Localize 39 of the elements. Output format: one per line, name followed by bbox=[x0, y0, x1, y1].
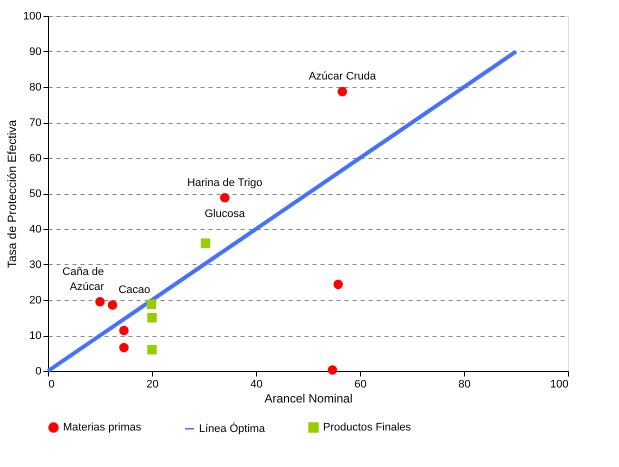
point bbox=[108, 300, 118, 310]
y-tick-label: 50 bbox=[29, 188, 42, 200]
point bbox=[200, 238, 210, 248]
x-tick-label: 60 bbox=[354, 378, 367, 390]
x-tick-label: 100 bbox=[550, 378, 568, 390]
x-tick-label: 40 bbox=[250, 378, 263, 390]
x-tick-label: 20 bbox=[146, 378, 159, 390]
point bbox=[333, 280, 343, 290]
annotation: Glucosa bbox=[204, 208, 246, 220]
annotation: Cacao bbox=[118, 284, 150, 296]
y-tick-label: 90 bbox=[29, 46, 42, 58]
point bbox=[146, 300, 156, 310]
x-axis-title: Arancel Nominal bbox=[264, 392, 353, 406]
legend-label: Materias primas bbox=[63, 422, 142, 434]
y-tick-label: 70 bbox=[29, 117, 42, 129]
x-tick-label: 0 bbox=[48, 378, 55, 390]
y-tick-label: 20 bbox=[29, 294, 42, 306]
point bbox=[147, 313, 157, 322]
point bbox=[338, 86, 348, 96]
point bbox=[119, 326, 129, 336]
annotation: Harina de Trigo bbox=[187, 176, 262, 189]
point bbox=[147, 344, 157, 354]
annotation: Azúcar Cruda bbox=[308, 70, 377, 83]
point bbox=[119, 342, 129, 352]
legend-label: Línea Óptima bbox=[199, 422, 266, 435]
y-tick-label: 40 bbox=[29, 224, 42, 236]
y-axis-title: Tasa de Protección Efectiva bbox=[5, 120, 20, 268]
annotation: Caña de Azúcar bbox=[62, 266, 104, 293]
point bbox=[95, 297, 105, 307]
x-tick-label: 80 bbox=[458, 378, 471, 390]
legend-label: Productos Finales bbox=[323, 422, 412, 434]
y-tick-label: 30 bbox=[29, 259, 42, 271]
point bbox=[328, 365, 338, 375]
point bbox=[220, 193, 230, 202]
y-tick-label: 80 bbox=[29, 82, 42, 94]
y-tick-label: 100 bbox=[23, 10, 42, 22]
y-tick-label: 0 bbox=[35, 366, 42, 378]
y-tick-label: 10 bbox=[29, 330, 42, 342]
y-tick-label: 60 bbox=[29, 152, 42, 164]
